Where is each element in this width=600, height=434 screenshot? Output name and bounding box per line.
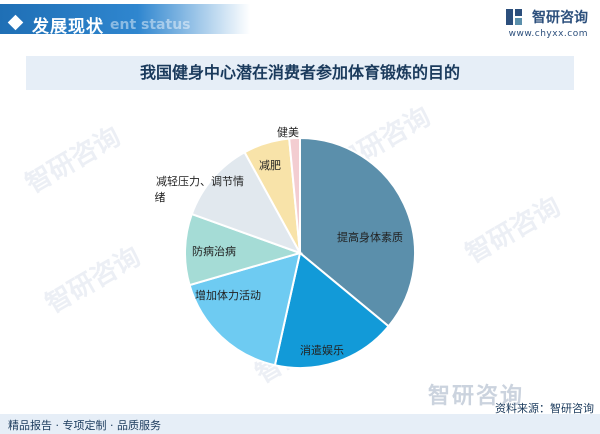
brand-name: 智研咨询 [532, 9, 588, 26]
pie-slice [273, 251, 391, 369]
header-bar: 发展现状 ent status 智研咨询 www.chyxx.com [0, 0, 600, 40]
watermark-brand: 智研咨询 [428, 384, 525, 409]
pie-slice-label: 减肥 [259, 159, 281, 172]
footer-tagline: 精品报告 · 专项定制 · 品质服务 [8, 419, 161, 432]
section-title: 发展现状 [32, 17, 104, 37]
pie-slice-label: 减轻压力、调节情绪 [155, 174, 245, 204]
section-tab: 发展现状 ent status [0, 4, 250, 37]
pie-slice [188, 251, 302, 367]
chart-title-band: 我国健身中心潜在消费者参加体育锻炼的目的 [26, 56, 574, 90]
pie-slice [184, 212, 304, 287]
pie-slice-label: 增加体力活动 [195, 288, 261, 302]
brand-logo-icon [505, 8, 522, 25]
pie-slice [288, 136, 301, 254]
chart-title: 我国健身中心潜在消费者参加体育锻炼的目的 [139, 63, 460, 82]
section-subtitle: ent status [110, 17, 191, 33]
pie-slice-label: 健美 [277, 126, 299, 139]
footer: 精品报告 · 专项定制 · 品质服务 资料来源：智研咨询 [0, 402, 600, 434]
diamond-icon [7, 14, 24, 31]
pie-slice-label: 防病治病 [192, 244, 236, 258]
brand: 智研咨询 www.chyxx.com [505, 6, 588, 39]
brand-url: www.chyxx.com [508, 28, 588, 39]
pie-slice [190, 150, 303, 255]
pie-slice-label: 消遣娱乐 [300, 343, 344, 357]
pie-slice [299, 136, 416, 328]
pie-slice-label: 提高身体素质 [337, 230, 403, 244]
source-note: 资料来源：智研咨询 [495, 402, 594, 415]
